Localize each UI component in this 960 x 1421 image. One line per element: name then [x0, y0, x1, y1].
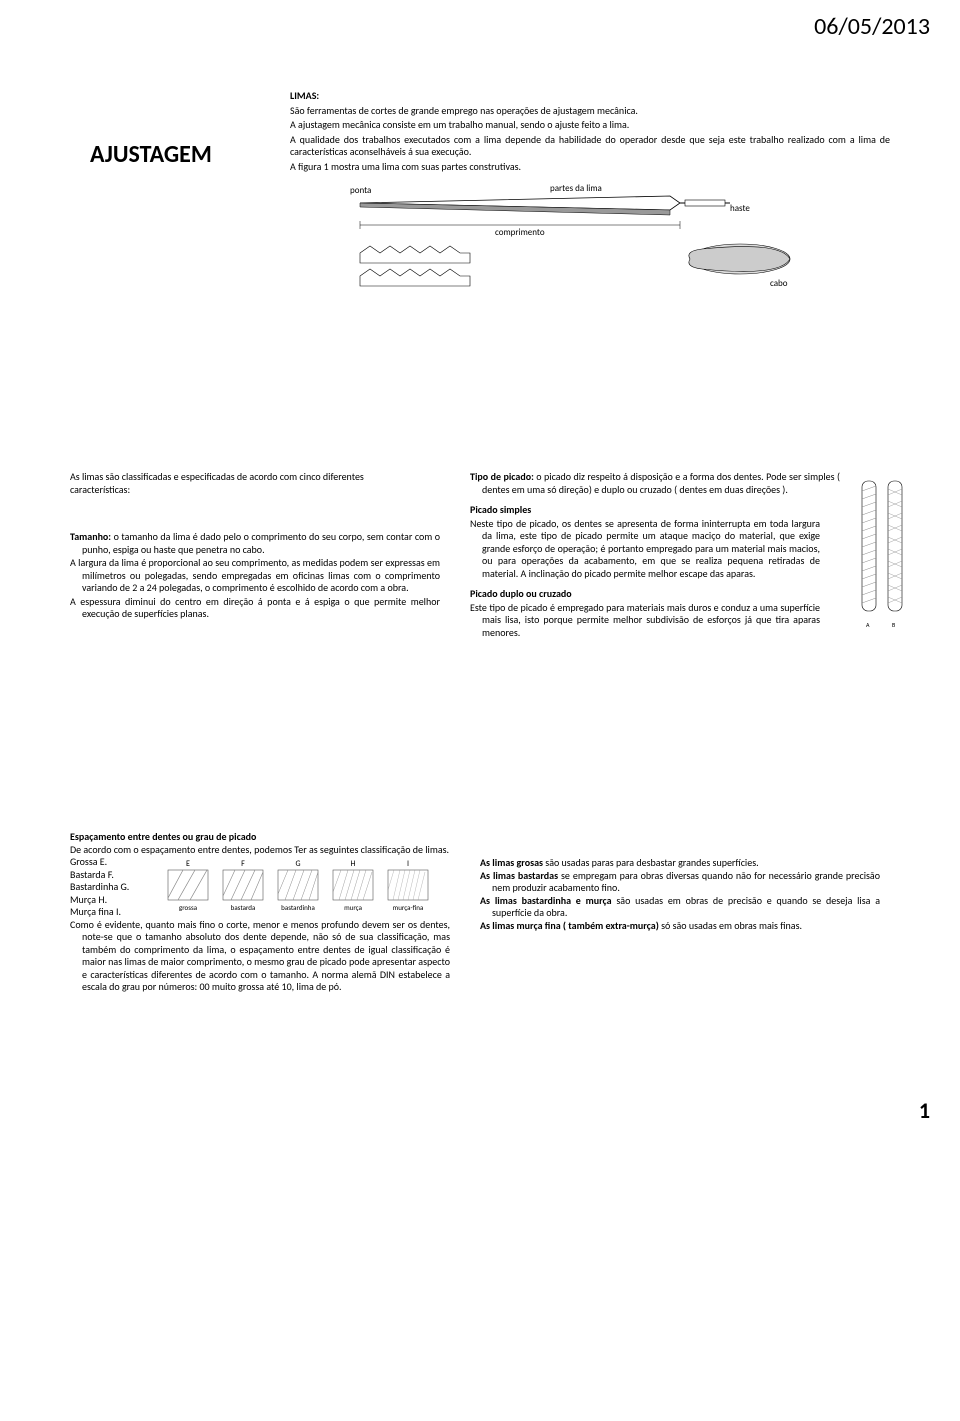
label-comprimento: comprimento	[495, 227, 545, 238]
s2-duplo: Este tipo de picado é empregado para mat…	[470, 602, 850, 640]
s3-g5: Murça fina I.	[70, 906, 150, 919]
slide1-p1: São ferramentas de cortes de grande empr…	[290, 105, 890, 118]
s3-r3: As limas bastardinha e murça são usadas …	[480, 895, 880, 920]
slide-2: As limas são classificadas e especificad…	[30, 471, 930, 641]
s3-r4: As limas murça fina ( também extra-murça…	[480, 920, 880, 933]
s2-espessura: A espessura diminui do centro em direção…	[70, 596, 440, 621]
slide1-p2: A ajustagem mecânica consiste em um trab…	[290, 119, 890, 132]
s3-intro: De acordo com o espaçamento entre dentes…	[70, 844, 450, 857]
s2-tipo: Tipo de picado: o picado diz respeito á …	[470, 471, 850, 496]
svg-text:murça: murça	[344, 903, 362, 912]
s3-g1: Grossa E.	[70, 856, 150, 869]
limas-heading: LIMAS:	[290, 90, 890, 103]
s3-g3: Bastardinha G.	[70, 881, 150, 894]
label-ponta: ponta	[350, 185, 371, 196]
svg-text:H: H	[351, 859, 356, 869]
slide-1: AJUSTAGEM LIMAS: São ferramentas de cort…	[30, 90, 930, 291]
svg-text:F: F	[241, 859, 245, 869]
figure-picado-types: A B	[854, 471, 914, 641]
s3-heading: Espaçamento entre dentes ou grau de pica…	[70, 831, 450, 844]
page-date: 06/05/2013	[814, 12, 930, 41]
s2-simples-h: Picado simples	[470, 504, 850, 517]
svg-text:B: B	[892, 621, 895, 629]
svg-text:A: A	[866, 621, 870, 629]
slide1-p4: A figura 1 mostra uma lima com suas part…	[290, 161, 890, 174]
s2-simples: Neste tipo de picado, os dentes se apres…	[470, 518, 850, 581]
slide1-p3: A qualidade dos trabalhos executados com…	[290, 134, 890, 159]
svg-text:bastardinha: bastardinha	[281, 903, 315, 912]
s2-tamanho: Tamanho: o tamanho da lima é dado pelo o…	[70, 531, 440, 556]
label-haste: haste	[730, 203, 750, 214]
svg-text:E: E	[186, 859, 190, 869]
s2-largura: A largura da lima é proporcional ao seu …	[70, 557, 440, 595]
label-cabo: cabo	[770, 278, 788, 289]
s2-duplo-h: Picado duplo ou cruzado	[470, 588, 850, 601]
figure-file-grades: E F G H I	[156, 858, 450, 908]
svg-text:I: I	[407, 859, 409, 869]
page-number: 1	[919, 1097, 930, 1124]
figure-1-lima-parts: ponta partes da lima haste comprimento c…	[290, 181, 890, 291]
s2-intro: As limas são classificadas e especificad…	[70, 471, 440, 496]
svg-text:grossa: grossa	[179, 903, 197, 912]
svg-text:bastarda: bastarda	[231, 903, 256, 912]
svg-text:murça-fina: murça-fina	[393, 903, 424, 912]
label-partes: partes da lima	[550, 183, 602, 194]
page-title: AJUSTAGEM	[90, 140, 280, 169]
s3-conclusion: Como é evidente, quanto mais fino o cort…	[70, 919, 450, 994]
svg-text:G: G	[295, 859, 300, 869]
slide-3: Espaçamento entre dentes ou grau de pica…	[30, 831, 930, 994]
s3-r2: As limas bastardas se empregam para obra…	[480, 870, 880, 895]
